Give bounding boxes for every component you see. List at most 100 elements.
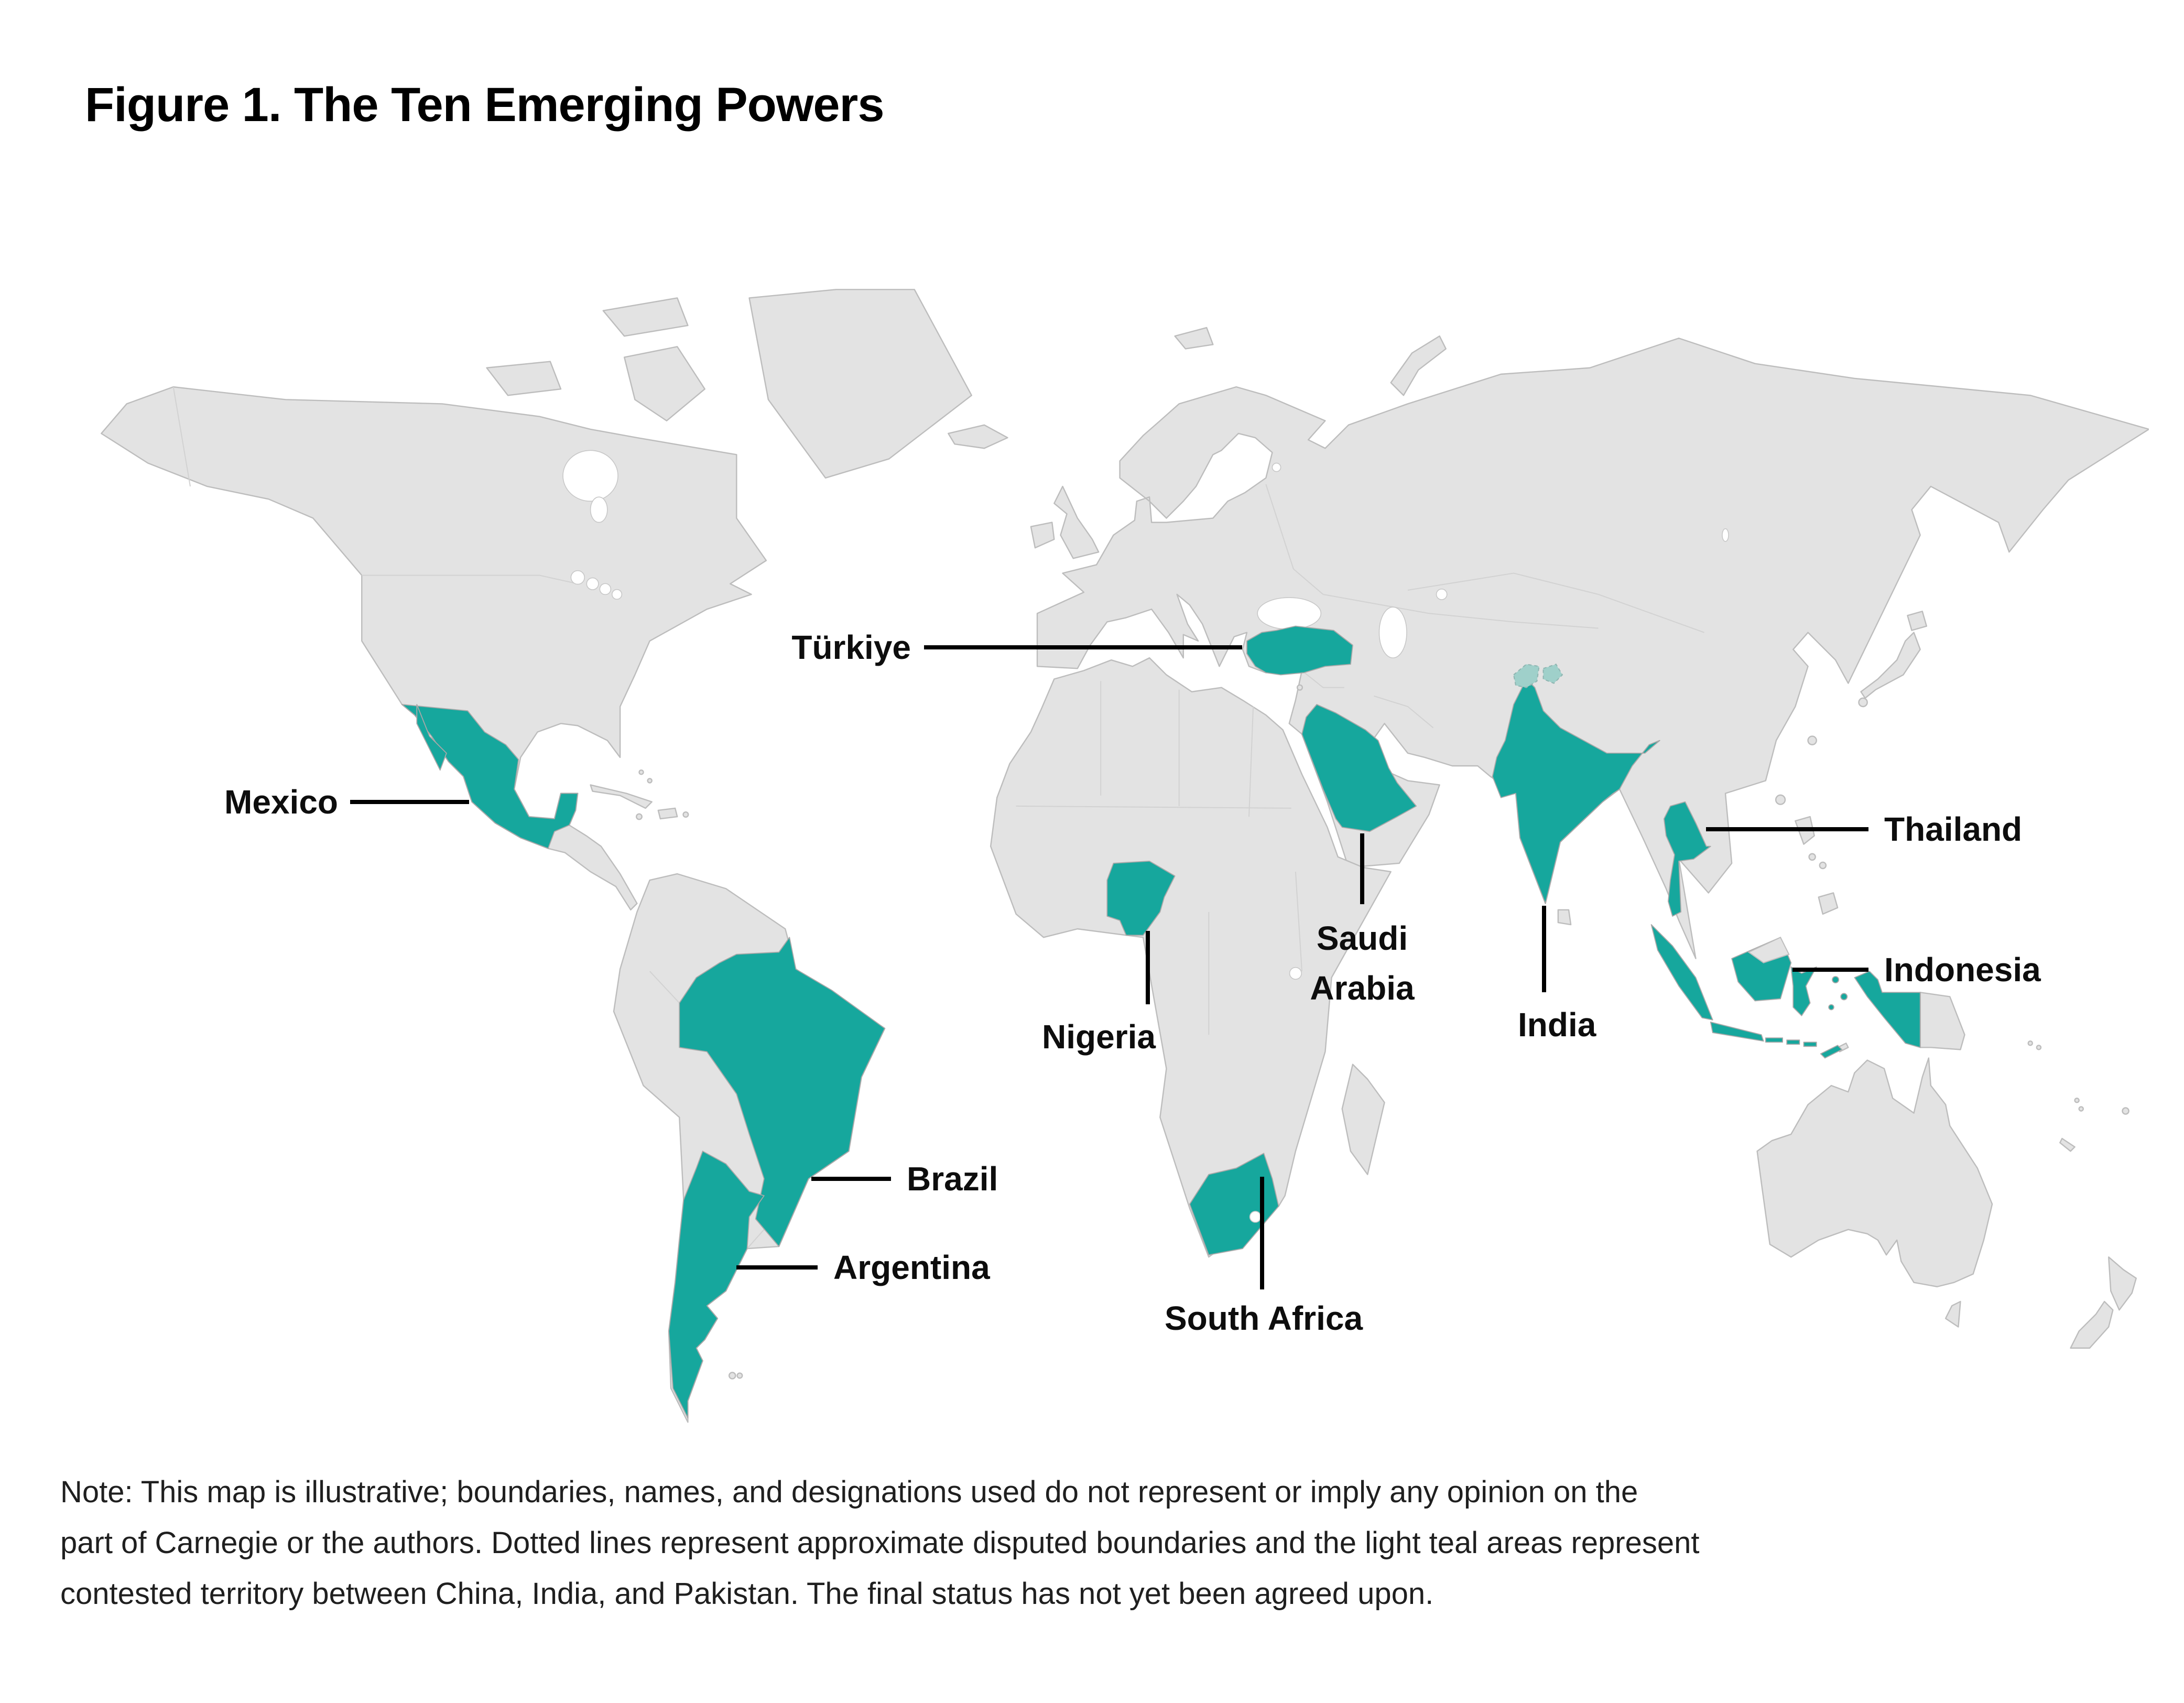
label-brazil: Brazil (907, 1160, 998, 1198)
disputed-territories-layer (1513, 664, 1563, 688)
island-vanuatu-2 (2078, 1106, 2084, 1112)
black-sea (1257, 597, 1322, 630)
island-vanuatu-1 (2074, 1098, 2080, 1103)
island-falkland-1 (728, 1372, 736, 1380)
figure-title: Figure 1. The Ten Emerging Powers (85, 78, 884, 132)
country-indonesia-sumbawa (1786, 1039, 1800, 1045)
island-ellesmere (602, 297, 689, 337)
island-cuba (590, 784, 653, 809)
island-ireland (1030, 522, 1055, 549)
island-png (1919, 992, 1965, 1050)
country-indonesia-papua (1854, 971, 1921, 1048)
label-south-africa: South Africa (1164, 1299, 1363, 1337)
landmass-greenland (748, 289, 972, 479)
island-hokkaido (1907, 611, 1928, 631)
country-argentina (668, 1151, 765, 1419)
great-lake-2 (586, 577, 599, 590)
leader-line-argentina (736, 1265, 818, 1270)
great-lake-3 (599, 583, 612, 595)
country-indonesia-bali (1765, 1037, 1783, 1043)
country-brazil (679, 937, 886, 1247)
disputed-kashmir (1513, 664, 1540, 688)
island-borneo-malaysia (1747, 936, 1790, 963)
world-map (101, 289, 2149, 1423)
island-sri-lanka (1557, 909, 1572, 926)
lesotho-enclave (1249, 1211, 1262, 1223)
country-indonesia-maluku-1 (1832, 976, 1840, 984)
country-mexico-baja (416, 704, 447, 771)
caspian-sea (1378, 606, 1407, 658)
leader-line-saudi-arabia (1360, 833, 1364, 904)
country-indonesia-flores (1803, 1042, 1817, 1047)
label-mexico: Mexico (224, 783, 338, 821)
leader-line-mexico (350, 800, 469, 804)
island-mindanao (1818, 892, 1839, 915)
island-cyprus (1296, 684, 1303, 691)
label-thailand: Thailand (1884, 810, 2023, 848)
island-new-caledonia (2059, 1137, 2076, 1152)
label-india: India (1518, 1006, 1596, 1044)
leader-line-south-africa (1260, 1177, 1264, 1289)
island-visayas-1 (1808, 853, 1816, 861)
country-south-africa (1189, 1153, 1279, 1256)
country-indonesia-java (1710, 1021, 1764, 1042)
country-indonesia-maluku-2 (1840, 993, 1848, 1001)
leader-line-brazil (811, 1177, 891, 1181)
label-argentina: Argentina (833, 1249, 990, 1286)
country-indonesia-maluku-3 (1828, 1004, 1834, 1011)
internal-borders (172, 386, 1704, 1249)
island-solomon-2 (2036, 1045, 2042, 1050)
island-bahamas-2 (647, 778, 653, 784)
leader-line-indonesia (1792, 968, 1868, 972)
island-svalbard (1174, 327, 1214, 350)
lake-baikal (1722, 528, 1729, 542)
lake-victoria (1289, 967, 1302, 980)
island-visayas-2 (1819, 861, 1827, 870)
island-new-zealand-south (2070, 1300, 2114, 1349)
country-turkiye (1246, 625, 1353, 676)
island-hainan (1775, 794, 1786, 805)
island-novaya-zemlya (1390, 335, 1447, 396)
country-thailand (1663, 801, 1711, 917)
country-saudi-arabia (1301, 704, 1417, 832)
island-madagascar (1341, 1064, 1385, 1175)
island-kyushu (1858, 697, 1868, 708)
lake-ladoga (1272, 462, 1281, 472)
country-nigeria (1106, 860, 1176, 936)
water-layer (562, 450, 1729, 980)
island-puerto-rico (682, 811, 689, 818)
landmass-layer (101, 289, 2149, 1423)
landmass-north-america (101, 386, 767, 910)
island-fiji (2122, 1107, 2129, 1115)
island-bahamas-1 (638, 769, 644, 775)
label-turkiye: Türkiye (791, 628, 911, 666)
disputed-aksai-chin (1542, 664, 1563, 684)
label-saudi-line2: Arabia (1310, 969, 1415, 1007)
island-tasmania (1944, 1300, 1961, 1328)
leader-line-india (1542, 906, 1546, 992)
label-saudi-line1: Saudi (1316, 919, 1408, 957)
island-taiwan (1807, 735, 1817, 745)
island-hispaniola (657, 807, 678, 820)
island-baffin (623, 346, 705, 421)
label-nigeria: Nigeria (1042, 1018, 1156, 1056)
great-lake-1 (570, 570, 585, 585)
country-indonesia-timor (1820, 1045, 1843, 1059)
country-india (1492, 678, 1660, 904)
country-indonesia-sumatra (1650, 924, 1713, 1021)
label-indonesia: Indonesia (1884, 951, 2041, 989)
island-solomon-1 (2027, 1040, 2034, 1046)
note-line-1: Note: This map is illustrative; boundari… (60, 1475, 1638, 1509)
world-map-canvas (31, 273, 2149, 1462)
island-honshu (1860, 632, 1921, 699)
leader-line-turkiye (924, 645, 1242, 649)
country-mexico (401, 704, 579, 849)
map-note: Note: This map is illustrative; boundari… (60, 1467, 1699, 1619)
great-lake-4 (611, 589, 623, 600)
landmass-australia (1756, 1057, 1993, 1287)
james-bay (590, 496, 608, 523)
island-falkland-2 (736, 1372, 743, 1379)
leader-line-thailand (1706, 827, 1868, 831)
hudson-bay (562, 450, 618, 502)
